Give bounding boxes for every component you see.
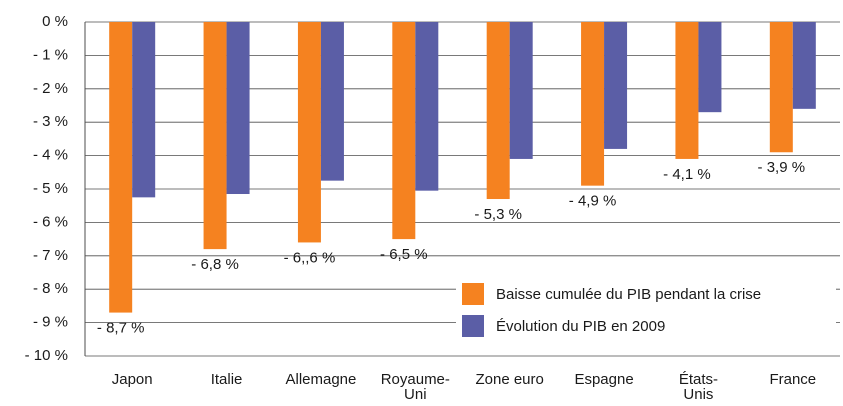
x-tick-label: Italie — [211, 371, 243, 388]
bar — [486, 22, 510, 200]
y-tick-label: - 10 % — [25, 347, 68, 364]
bar — [109, 22, 133, 313]
bar — [604, 22, 628, 149]
data-label: - 6,8 % — [191, 256, 239, 273]
bar — [769, 22, 793, 153]
bar — [792, 22, 816, 109]
bar — [203, 22, 227, 250]
x-tick-label: France — [769, 371, 816, 388]
x-tick-label: Japon — [112, 371, 153, 388]
data-label: - 4,9 % — [569, 193, 617, 210]
y-tick-label: - 3 % — [33, 113, 68, 130]
data-label: - 5,3 % — [474, 206, 522, 223]
bar — [132, 22, 156, 198]
data-label: - 8,7 % — [97, 320, 145, 337]
y-tick-label: - 1 % — [33, 46, 68, 63]
x-tick-label: Allemagne — [285, 371, 356, 388]
bar — [415, 22, 439, 191]
legend-label: Baisse cumulée du PIB pendant la crise — [496, 286, 761, 303]
bar — [509, 22, 533, 159]
legend-swatch — [462, 283, 484, 305]
bar — [392, 22, 416, 240]
x-tick-label: États-Unis — [679, 371, 718, 403]
y-tick-label: - 6 % — [33, 213, 68, 230]
y-tick-label: 0 % — [42, 13, 68, 30]
x-tick-label: Royaume-Uni — [381, 371, 450, 403]
bar — [675, 22, 699, 159]
data-label: - 4,1 % — [663, 166, 711, 183]
y-tick-label: - 9 % — [33, 314, 68, 331]
data-label: - 6,5 % — [380, 246, 428, 263]
bar — [698, 22, 722, 113]
y-tick-label: - 2 % — [33, 80, 68, 97]
bar — [226, 22, 250, 195]
x-tick-label: Zone euro — [475, 371, 543, 388]
y-tick-label: - 4 % — [33, 147, 68, 164]
y-tick-label: - 5 % — [33, 180, 68, 197]
bar — [297, 22, 321, 243]
data-label: - 3,9 % — [758, 159, 806, 176]
x-tick-label: Espagne — [574, 371, 633, 388]
y-tick-label: - 8 % — [33, 280, 68, 297]
legend-swatch — [462, 315, 484, 337]
legend-label: Évolution du PIB en 2009 — [496, 318, 665, 335]
y-tick-label: - 7 % — [33, 247, 68, 264]
bar — [320, 22, 344, 181]
data-label: - 6,,6 % — [284, 249, 336, 266]
legend-background — [456, 276, 836, 344]
bar — [581, 22, 605, 186]
